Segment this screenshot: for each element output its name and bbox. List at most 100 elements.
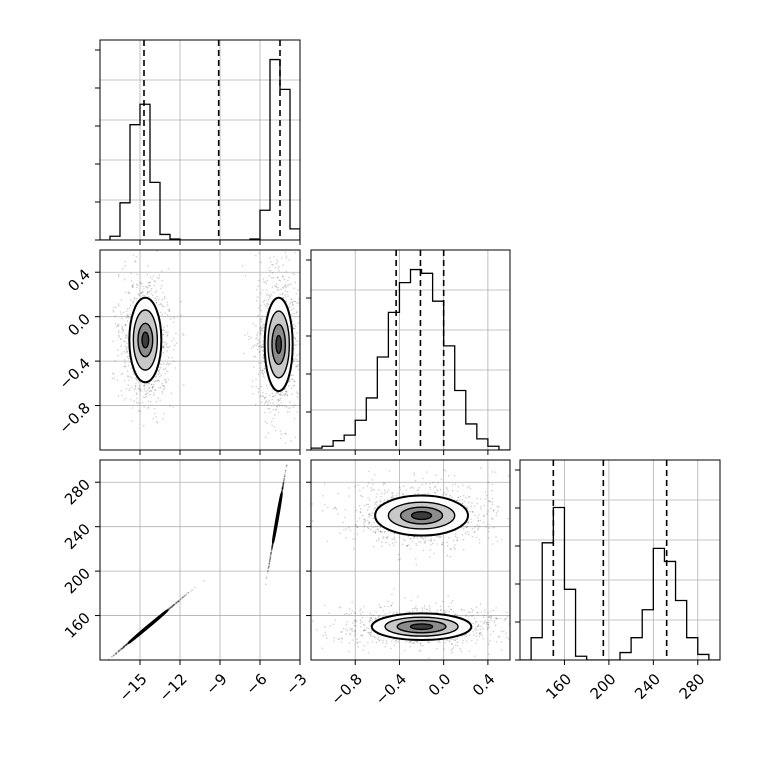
scatter-point	[377, 528, 379, 530]
scatter-point	[272, 272, 274, 274]
scatter-point	[260, 330, 262, 332]
scatter-point	[291, 387, 293, 389]
scatter-point	[286, 406, 288, 408]
scatter-point	[144, 385, 146, 387]
scatter-point	[127, 316, 129, 318]
scatter-point	[148, 387, 150, 389]
scatter-point	[136, 283, 138, 285]
scatter-point	[121, 395, 123, 397]
scatter-point	[113, 311, 115, 313]
scatter-point	[292, 375, 294, 377]
scatter-point	[264, 377, 266, 379]
scatter-point	[508, 475, 510, 477]
scatter-point	[467, 526, 469, 528]
scatter-point	[387, 492, 389, 494]
scatter-point	[487, 624, 489, 626]
scatter-point	[435, 492, 437, 494]
scatter-point	[149, 394, 151, 396]
scatter-point	[140, 390, 142, 392]
scatter-point	[262, 278, 264, 280]
scatter-point	[121, 374, 123, 376]
scatter-point	[272, 286, 274, 288]
scatter-point	[147, 389, 149, 391]
scatter-point	[354, 538, 356, 540]
scatter-point	[176, 343, 178, 345]
scatter-point	[118, 305, 120, 307]
scatter-point	[493, 527, 495, 529]
scatter-point	[379, 500, 381, 502]
scatter-point	[477, 529, 479, 531]
scatter-point	[492, 543, 494, 545]
scatter-point	[284, 278, 286, 280]
scatter-point	[130, 273, 132, 275]
scatter-point	[151, 278, 153, 280]
scatter-point	[279, 405, 281, 407]
scatter-point	[380, 532, 382, 534]
scatter-point	[501, 649, 503, 651]
scatter-point	[452, 490, 454, 492]
scatter-point	[287, 285, 289, 287]
scatter-point	[266, 283, 268, 285]
scatter-point	[248, 336, 250, 338]
scatter-point	[150, 276, 152, 278]
scatter-point	[372, 489, 374, 491]
scatter-point	[267, 303, 269, 305]
scatter-point	[269, 412, 271, 414]
scatter-point	[429, 642, 431, 644]
scatter-point	[156, 296, 158, 298]
scatter-point	[423, 538, 425, 540]
scatter-point	[295, 366, 297, 368]
scatter-point	[176, 602, 178, 604]
scatter-point	[257, 296, 259, 298]
scatter-point	[173, 361, 175, 363]
scatter-point	[378, 531, 380, 533]
scatter-point	[295, 344, 297, 346]
scatter-point	[286, 465, 288, 467]
scatter-point	[265, 281, 267, 283]
scatter-point	[159, 400, 161, 402]
scatter-point	[392, 496, 394, 498]
scatter-point	[457, 491, 459, 493]
scatter-point	[406, 545, 408, 547]
scatter-point	[293, 313, 295, 315]
scatter-point	[252, 380, 254, 382]
scatter-point	[375, 526, 377, 528]
scatter-point	[156, 302, 158, 304]
scatter-point	[303, 335, 305, 337]
scatter-point	[289, 411, 291, 413]
scatter-point	[142, 291, 144, 293]
scatter-point	[170, 318, 172, 320]
scatter-point	[128, 292, 130, 294]
scatter-point	[350, 530, 352, 532]
scatter-point	[292, 406, 294, 408]
scatter-point	[506, 637, 508, 639]
scatter-point	[289, 380, 291, 382]
scatter-point	[462, 534, 464, 536]
scatter-point	[364, 526, 366, 528]
scatter-point	[256, 289, 258, 291]
scatter-point	[421, 607, 423, 609]
scatter-point	[462, 503, 464, 505]
scatter-point	[158, 277, 160, 279]
scatter-point	[472, 528, 474, 530]
scatter-point	[512, 624, 514, 626]
scatter-point	[143, 288, 145, 290]
scatter-point	[430, 540, 432, 542]
scatter-point	[278, 289, 280, 291]
scatter-point	[447, 490, 449, 492]
scatter-point	[273, 256, 275, 258]
scatter-point	[156, 251, 158, 253]
scatter-point	[495, 471, 497, 473]
scatter-point	[262, 344, 264, 346]
scatter-point	[161, 383, 163, 385]
scatter-point	[414, 493, 416, 495]
scatter-point	[490, 618, 492, 620]
scatter-point	[247, 333, 249, 335]
scatter-point	[281, 402, 283, 404]
scatter-point	[429, 486, 431, 488]
pair-panel-0	[93, 198, 316, 457]
scatter-point	[452, 484, 454, 486]
scatter-point	[277, 261, 279, 263]
scatter-point	[131, 420, 133, 422]
scatter-point	[451, 652, 453, 654]
